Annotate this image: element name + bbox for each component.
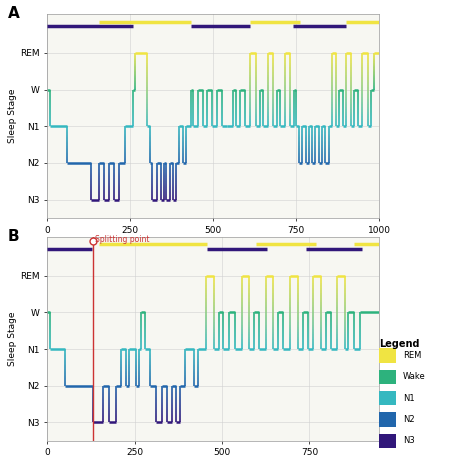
FancyBboxPatch shape bbox=[379, 391, 396, 405]
FancyBboxPatch shape bbox=[379, 434, 396, 448]
FancyBboxPatch shape bbox=[379, 412, 396, 427]
Text: A: A bbox=[8, 6, 19, 21]
Text: Splitting point: Splitting point bbox=[94, 236, 149, 245]
FancyBboxPatch shape bbox=[379, 348, 396, 363]
Text: Legend: Legend bbox=[379, 339, 419, 349]
FancyBboxPatch shape bbox=[379, 370, 396, 384]
Text: Wake: Wake bbox=[403, 373, 426, 381]
Text: N3: N3 bbox=[403, 437, 415, 445]
X-axis label: Epoch: Epoch bbox=[200, 240, 227, 249]
Text: N1: N1 bbox=[403, 394, 415, 402]
Y-axis label: Sleep Stage: Sleep Stage bbox=[9, 89, 18, 143]
Text: N2: N2 bbox=[403, 415, 415, 424]
Text: B: B bbox=[8, 229, 19, 244]
Text: REM: REM bbox=[403, 351, 421, 360]
Y-axis label: Sleep Stage: Sleep Stage bbox=[9, 312, 18, 366]
